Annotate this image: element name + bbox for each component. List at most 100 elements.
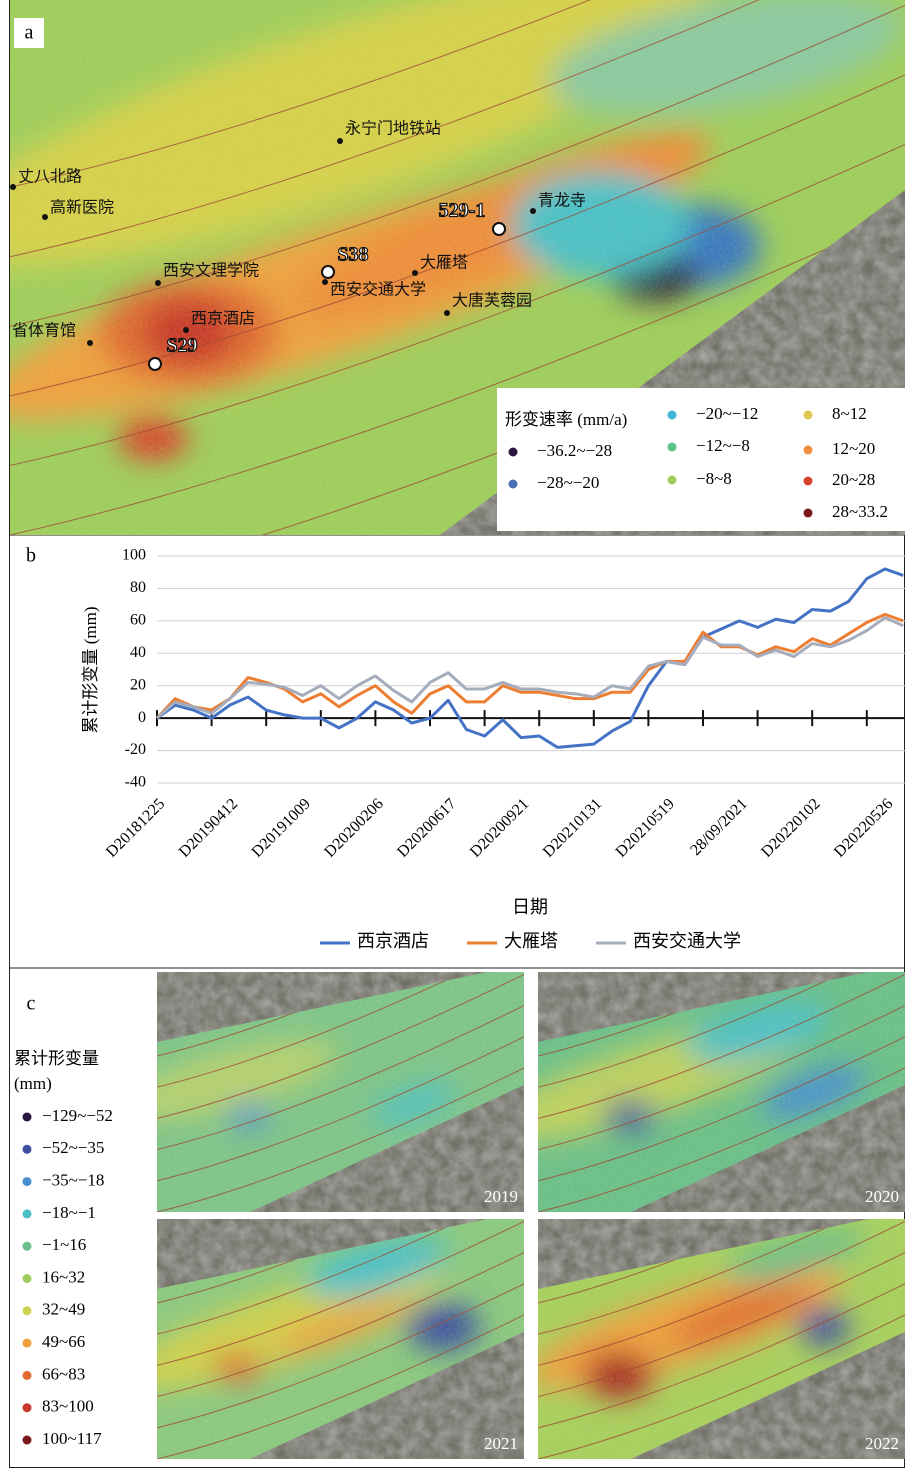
- place-dot: [42, 214, 48, 220]
- legend-label: 西京酒店: [357, 931, 429, 951]
- legend-title: 形变速率 (mm/a): [505, 410, 627, 429]
- point-label: S38: [337, 244, 368, 266]
- legend-swatch: [804, 446, 813, 455]
- legend-label: 28~33.2: [832, 502, 888, 521]
- y-tick-label: -40: [125, 774, 146, 791]
- legend-label: 32~49: [42, 1300, 85, 1319]
- x-tick-label: D20200921: [467, 795, 532, 860]
- legend-label: 16~32: [42, 1267, 85, 1286]
- place-label: 永宁门地铁站: [345, 120, 441, 138]
- legend-swatch: [23, 1209, 32, 1218]
- x-tick-label: D20200617: [394, 795, 459, 860]
- place-dot: [444, 310, 450, 316]
- legend-swatch: [668, 476, 677, 485]
- legend-label: −35~−18: [42, 1171, 104, 1190]
- x-tick-label: 28/09/2021: [687, 795, 751, 859]
- y-tick-label: 0: [138, 709, 146, 726]
- legend-label: −12~−8: [696, 436, 750, 455]
- map: [117, 912, 524, 1212]
- y-tick-label: 40: [130, 644, 146, 661]
- y-axis-label: 累计形变量 (mm): [81, 606, 100, 733]
- legend-label: −18~−1: [42, 1203, 96, 1222]
- legend-swatch: [804, 411, 813, 420]
- legend-swatch: [23, 1113, 32, 1122]
- place-label: 大雁塔: [420, 254, 468, 272]
- place-dot: [322, 279, 328, 285]
- legend-label: 12~20: [832, 439, 875, 458]
- place-label: 西安交通大学: [330, 281, 426, 299]
- year-label: 2021: [484, 1434, 518, 1453]
- legend-swatch: [23, 1339, 32, 1348]
- legend-label: −8~8: [696, 469, 732, 488]
- year-label: 2019: [484, 1187, 518, 1206]
- place-label: 青龙寺: [538, 192, 586, 210]
- panel-a: a永宁门地铁站丈八北路高新医院青龙寺大雁塔西安文理学院西安交通大学大唐芙蓉园西京…: [0, 0, 905, 605]
- series-line: [157, 618, 903, 719]
- panel-label: b: [26, 545, 36, 567]
- legend-swatch: [804, 509, 813, 518]
- figure: a永宁门地铁站丈八北路高新医院青龙寺大雁塔西安文理学院西安交通大学大唐芙蓉园西京…: [0, 0, 905, 1468]
- panel-label: c: [27, 993, 36, 1015]
- legend-title-box: 累计形变量 (mm): [14, 1046, 106, 1098]
- x-tick-label: D20220526: [831, 795, 896, 860]
- place-label: 省体育馆: [12, 322, 76, 340]
- legend-label: 100~117: [42, 1429, 102, 1448]
- legend-label: 66~83: [42, 1364, 85, 1383]
- place-label: 大唐芙蓉园: [452, 292, 532, 310]
- year-label: 2022: [865, 1434, 899, 1453]
- place-dot: [87, 340, 93, 346]
- x-tick-label: D20190412: [176, 795, 241, 860]
- x-axis-label: 日期: [512, 897, 548, 917]
- legend-label: 8~12: [832, 404, 867, 423]
- legend-swatch: [23, 1403, 32, 1412]
- legend-swatch: [23, 1371, 32, 1380]
- point-marker: [493, 223, 505, 235]
- legend-swatch: [509, 448, 518, 457]
- legend-swatch: [509, 480, 518, 489]
- point-label: 529-1: [439, 200, 486, 222]
- map: [480, 912, 905, 1212]
- place-dot: [337, 138, 343, 144]
- place-label: 丈八北路: [18, 168, 82, 186]
- legend-swatch: [668, 443, 677, 452]
- legend-label: 大雁塔: [504, 931, 558, 951]
- y-tick-label: 80: [130, 579, 146, 596]
- legend-swatch: [23, 1436, 32, 1445]
- y-tick-label: 20: [130, 676, 146, 693]
- legend-label: −52~−35: [42, 1138, 104, 1157]
- legend-swatch: [23, 1177, 32, 1186]
- x-tick-label: D20210519: [613, 795, 678, 860]
- place-label: 西京酒店: [191, 310, 255, 328]
- x-tick-label: D20191009: [249, 795, 314, 860]
- place-dot: [155, 280, 161, 286]
- x-tick-label: D20181225: [103, 795, 168, 860]
- x-tick-label: D20200206: [321, 795, 386, 860]
- legend-swatch: [23, 1306, 32, 1315]
- legend-label: 83~100: [42, 1397, 94, 1416]
- legend-label: 西安交通大学: [633, 931, 741, 951]
- point-marker: [322, 266, 334, 278]
- legend-label: 20~28: [832, 470, 875, 489]
- legend-label: −20~−12: [696, 404, 758, 423]
- place-dot: [530, 208, 536, 214]
- panel-label: a: [25, 22, 34, 44]
- point-label: S29: [166, 335, 197, 357]
- legend-swatch: [804, 477, 813, 486]
- panel-c: c 累计形变量 (mm) −129~−52 −52~−35 −35~−18 −18~−1 −…: [14, 912, 905, 1459]
- place-dot: [10, 184, 16, 190]
- legend-label: −1~16: [42, 1235, 86, 1254]
- legend-label: 49~66: [42, 1332, 85, 1351]
- series-line: [157, 569, 903, 747]
- legend-swatch: [23, 1274, 32, 1283]
- legend-label: −36.2~−28: [537, 441, 612, 460]
- place-label: 西安文理学院: [163, 262, 259, 280]
- year-label: 2020: [865, 1187, 899, 1206]
- place-dot: [183, 327, 189, 333]
- y-tick-label: 60: [130, 612, 146, 629]
- point-marker: [149, 358, 161, 370]
- legend-title: 累计形变量 (mm): [14, 1046, 102, 1096]
- legend-label: −129~−52: [42, 1106, 113, 1125]
- series-line: [157, 614, 903, 718]
- legend-swatch: [668, 411, 677, 420]
